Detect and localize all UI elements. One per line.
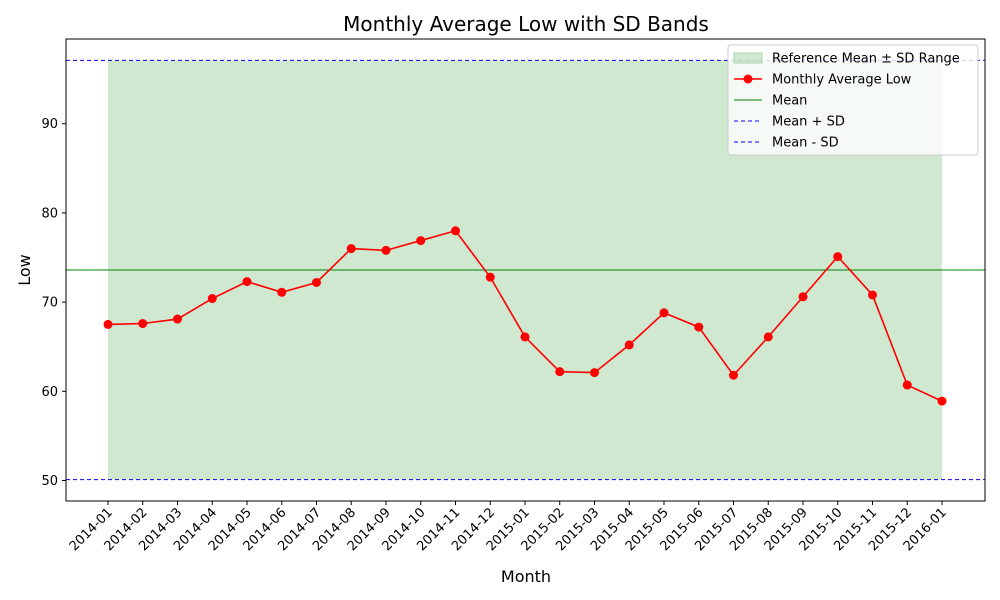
data-point [902,380,912,390]
data-point [451,226,460,236]
data-point [312,277,321,287]
data-point [624,340,634,350]
y-axis-title: Low [15,254,34,286]
y-tick-label: 70 [41,296,58,311]
data-point [833,252,843,262]
legend-series-marker [743,74,753,84]
legend-label: Monthly Average Low [772,73,912,88]
data-point [590,368,599,378]
data-point [346,244,356,254]
data-point [173,314,182,324]
y-tick-label: 90 [41,117,58,132]
data-point [937,396,947,406]
data-point [763,332,773,342]
chart-title: Monthly Average Low with SD Bands [343,12,709,36]
data-point [138,319,148,329]
legend-label: Mean - SD [772,136,839,151]
data-point [242,277,252,287]
data-point [555,367,565,377]
legend-label: Reference Mean ± SD Range [772,52,960,67]
data-point [103,319,113,329]
legend-label: Mean + SD [772,115,845,130]
data-point [659,308,669,318]
data-point [277,287,287,297]
data-point [485,272,495,282]
data-point [416,236,426,246]
data-point [381,245,391,255]
y-tick-label: 50 [41,474,58,489]
y-tick-label: 80 [41,206,58,221]
data-point [798,292,808,302]
data-point [868,290,877,300]
y-tick-label: 60 [41,385,58,400]
data-point [520,332,530,342]
data-point [729,370,738,380]
legend-box [727,44,979,156]
data-point [207,294,217,304]
legend: Reference Mean ± SD Range Monthly Average… [727,44,979,156]
legend-band-swatch [733,52,763,64]
legend-label: Mean [772,94,807,109]
x-axis-title: Month [501,567,551,586]
data-point [694,322,704,332]
